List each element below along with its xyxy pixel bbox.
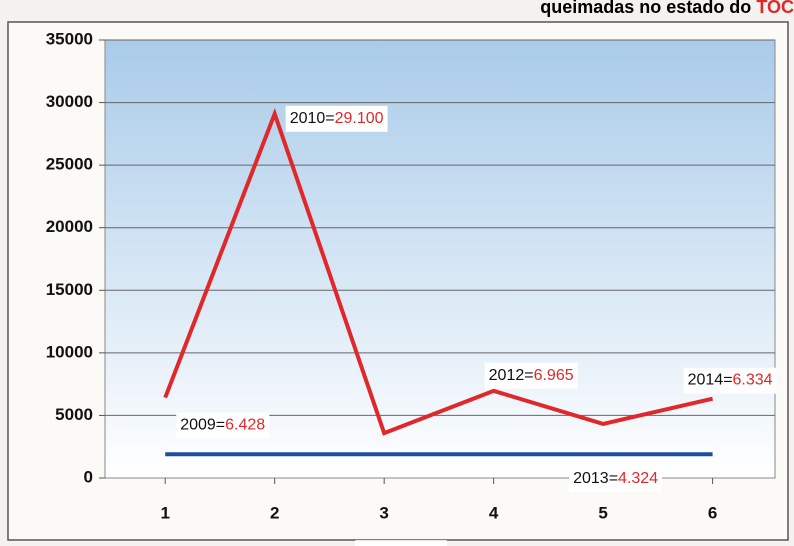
- data-label: 2010=29.100: [290, 110, 384, 127]
- data-label-box: [683, 367, 777, 394]
- y-tick-label: 30000: [46, 92, 93, 111]
- y-tick-label: 15000: [46, 280, 93, 299]
- y-tick-label: 10000: [46, 342, 93, 361]
- data-label-value: 6.965: [534, 367, 574, 384]
- data-label-box: [484, 362, 578, 389]
- data-label-value: 6.334: [733, 372, 773, 389]
- data-label-box: [176, 412, 270, 439]
- x-tick-label: 4: [489, 503, 499, 522]
- data-label-value: 3.584: [403, 544, 443, 546]
- data-label-prefix: 2014=: [688, 372, 733, 389]
- data-label-box: [355, 540, 447, 546]
- x-tick-label: 3: [379, 503, 388, 522]
- data-label-prefix: 2012=: [489, 367, 534, 384]
- data-label-prefix: 2010=: [290, 110, 335, 127]
- x-tick-label: 6: [708, 503, 717, 522]
- y-tick-label: 25000: [46, 155, 93, 174]
- data-label: 2012=6.965: [489, 367, 574, 384]
- data-label-value: 6.428: [225, 417, 265, 434]
- data-label-box: [285, 105, 388, 132]
- x-tick-label: 1: [160, 503, 169, 522]
- data-label: 2013=4.324: [573, 470, 658, 487]
- data-label-prefix: 2009=: [180, 417, 225, 434]
- y-tick-label: 35000: [46, 29, 93, 48]
- data-label-prefix: 2013=: [573, 470, 618, 487]
- x-tick-label: 5: [598, 503, 607, 522]
- data-label-value: 29.100: [335, 110, 384, 127]
- data-label-prefix: 2011=: [359, 544, 403, 546]
- data-label-value: 4.324: [618, 470, 658, 487]
- series-line: [163, 107, 714, 436]
- x-tick-label: 2: [270, 503, 279, 522]
- y-tick-label: 20000: [46, 217, 93, 236]
- y-tick-label: 0: [84, 467, 93, 486]
- data-label-box: [569, 465, 663, 492]
- chart-title: queimadas no estado do TOC: [540, 0, 794, 17]
- data-label: 2009=6.428: [180, 417, 265, 434]
- data-label: 2011=3.584: [359, 544, 443, 546]
- data-label: 2014=6.334: [688, 372, 773, 389]
- y-tick-label: 5000: [55, 405, 93, 424]
